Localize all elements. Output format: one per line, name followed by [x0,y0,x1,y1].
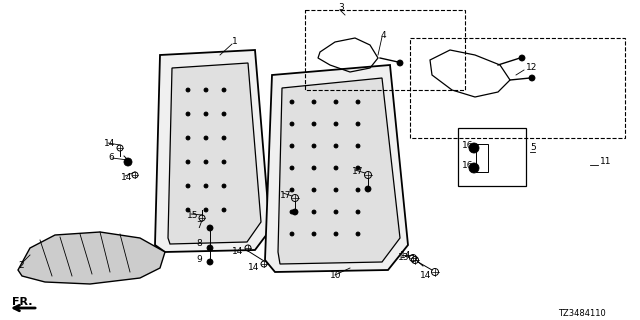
Text: 2: 2 [18,260,24,269]
Circle shape [290,166,294,170]
Text: 16: 16 [462,161,474,170]
Circle shape [334,144,338,148]
Text: 12: 12 [526,63,538,73]
Circle shape [290,122,294,126]
Text: 17: 17 [352,167,364,177]
Circle shape [124,158,132,166]
Bar [476,144,488,172]
Circle shape [334,210,338,214]
Circle shape [469,163,479,173]
Circle shape [519,55,525,61]
Circle shape [186,208,190,212]
Text: 5: 5 [530,143,536,153]
Circle shape [334,122,338,126]
Polygon shape [18,232,165,284]
Circle shape [312,232,316,236]
Text: 6: 6 [108,154,114,163]
Circle shape [356,122,360,126]
Circle shape [204,88,208,92]
Circle shape [222,184,226,188]
Text: 11: 11 [600,157,611,166]
Circle shape [334,166,338,170]
Circle shape [222,88,226,92]
Circle shape [290,210,294,214]
Circle shape [186,160,190,164]
Circle shape [356,232,360,236]
Circle shape [207,259,213,265]
Circle shape [334,100,338,104]
Text: 9: 9 [196,255,202,265]
Text: 8: 8 [196,239,202,249]
Bar [305,10,465,90]
Circle shape [290,188,294,192]
Bar [458,128,526,186]
Circle shape [222,208,226,212]
Circle shape [334,232,338,236]
Circle shape [292,209,298,215]
Text: 13: 13 [398,253,410,262]
Text: 16: 16 [462,140,474,149]
Circle shape [312,144,316,148]
Circle shape [312,100,316,104]
Circle shape [222,160,226,164]
Text: 10: 10 [330,270,342,279]
Circle shape [222,112,226,116]
Circle shape [290,144,294,148]
Polygon shape [155,50,270,252]
Circle shape [186,88,190,92]
Circle shape [204,208,208,212]
Circle shape [312,188,316,192]
Text: 7: 7 [196,221,202,230]
Polygon shape [168,63,261,244]
Circle shape [356,100,360,104]
Text: 14: 14 [420,270,431,279]
Text: 3: 3 [338,4,344,12]
Text: FR.: FR. [12,297,33,307]
Circle shape [290,232,294,236]
Text: 1: 1 [232,37,237,46]
Text: 14: 14 [121,173,132,182]
Circle shape [186,136,190,140]
Text: 15: 15 [187,212,198,220]
Bar [410,38,625,138]
Circle shape [312,166,316,170]
Circle shape [334,188,338,192]
Text: 14: 14 [400,252,412,260]
Circle shape [186,112,190,116]
Text: 14: 14 [248,263,259,273]
Circle shape [312,122,316,126]
Text: 14: 14 [104,140,115,148]
Circle shape [204,112,208,116]
Text: 14: 14 [232,247,243,257]
Circle shape [207,225,213,231]
Circle shape [222,136,226,140]
Circle shape [204,160,208,164]
Text: 17: 17 [280,190,291,199]
Circle shape [356,210,360,214]
Circle shape [290,100,294,104]
Circle shape [469,143,479,153]
Circle shape [529,75,535,81]
Circle shape [397,60,403,66]
Polygon shape [265,65,408,272]
Circle shape [356,188,360,192]
Text: TZ3484110: TZ3484110 [558,308,605,317]
Polygon shape [278,78,400,264]
Circle shape [204,184,208,188]
Circle shape [356,166,360,170]
Circle shape [207,245,213,251]
Circle shape [186,184,190,188]
Circle shape [312,210,316,214]
Circle shape [365,186,371,192]
Circle shape [356,144,360,148]
Circle shape [204,136,208,140]
Text: 4: 4 [381,30,387,39]
